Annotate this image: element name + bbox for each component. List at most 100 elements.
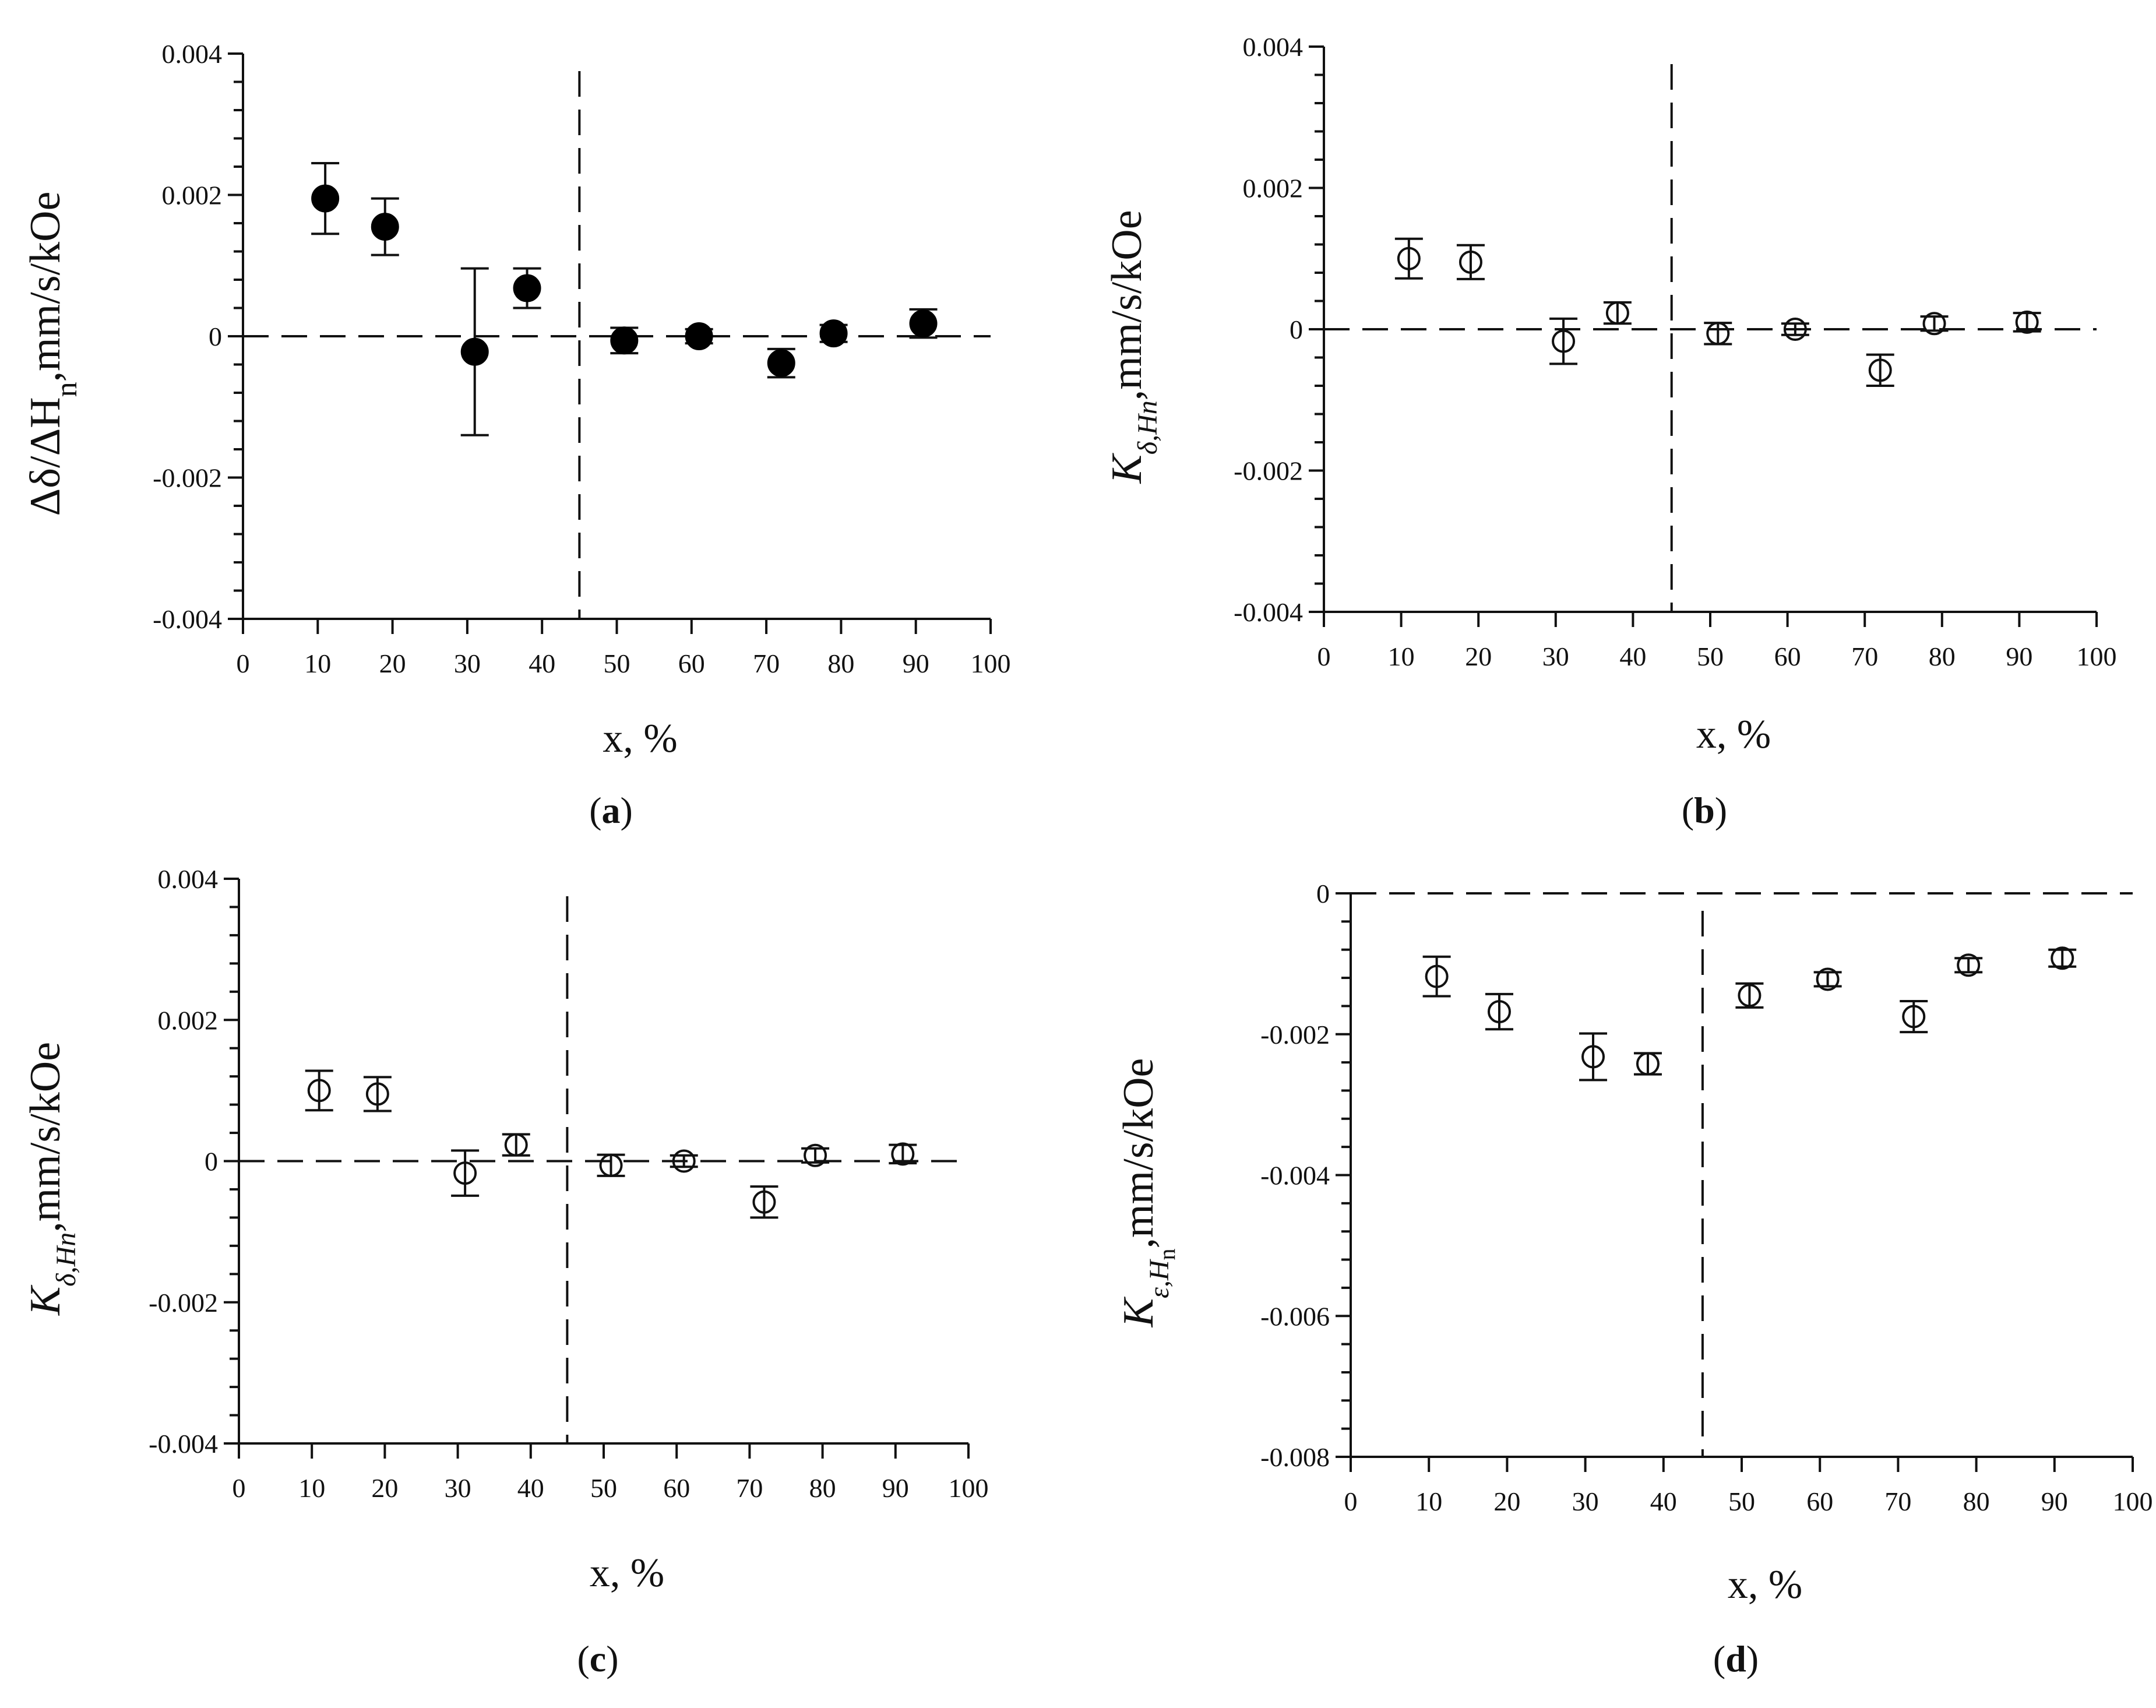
marker-filled bbox=[460, 337, 489, 366]
chart-panel-a: 0.004 0.002 0 -0.002 -0.004 0 10 20 30 40 50 60 70 80… bbox=[22, 39, 1011, 831]
x-tick-label: 30 bbox=[445, 1473, 471, 1503]
marker-open bbox=[1738, 984, 1762, 1008]
data-point-6 bbox=[1813, 967, 1842, 991]
x-tick-label: 20 bbox=[1493, 1487, 1520, 1516]
x-axis-title: x, % bbox=[1696, 712, 1771, 757]
panel-label-letter: d bbox=[1725, 1638, 1746, 1679]
y-tick-label: -0.004 bbox=[149, 1429, 218, 1459]
data-point-1 bbox=[1394, 237, 1423, 280]
marker-open bbox=[752, 1190, 776, 1214]
y-tick-label: 0 bbox=[209, 322, 222, 351]
data-point-4 bbox=[513, 267, 541, 309]
marker-open bbox=[1868, 358, 1892, 382]
y-axis-title: Kε,Hn,mm/s/kOe bbox=[1115, 1058, 1180, 1328]
y-tick-label: 0.002 bbox=[162, 181, 223, 210]
x-tick-label: 100 bbox=[971, 649, 1011, 678]
y-axis-title-main: K bbox=[22, 1284, 69, 1316]
data-point-3 bbox=[451, 1149, 480, 1197]
x-tick-label: 50 bbox=[590, 1473, 617, 1503]
y-tick-label: 0.004 bbox=[162, 39, 223, 69]
marker-filled bbox=[513, 274, 541, 302]
x-tick-label: 40 bbox=[517, 1473, 544, 1503]
chart-panel-c: 0.004 0.002 0 -0.002 -0.004 0 10 20 30 40 50 60 70 80… bbox=[22, 864, 989, 1679]
marker-open bbox=[1636, 1052, 1660, 1076]
y-tick-label: 0.004 bbox=[1243, 32, 1304, 62]
data-point-8 bbox=[1920, 312, 1949, 336]
x-tick-label: 70 bbox=[753, 649, 780, 678]
x-tick-label: 90 bbox=[2006, 642, 2032, 671]
x-tick-label: 60 bbox=[1806, 1487, 1833, 1516]
data-point-9 bbox=[2013, 310, 2041, 334]
x-axis-title: x, % bbox=[603, 716, 677, 761]
x-tick-label: 90 bbox=[2041, 1487, 2068, 1516]
marker-open bbox=[365, 1082, 389, 1106]
data-point-6 bbox=[670, 1149, 698, 1173]
x-tick-label: 80 bbox=[1929, 642, 1956, 671]
chart-panel-b: 0.004 0.002 0 -0.002 -0.004 0 10 20 30 40 50 60 70 80… bbox=[1103, 32, 2117, 831]
x-tick-label: 60 bbox=[663, 1473, 690, 1503]
panel-label-open: ( bbox=[1713, 1638, 1725, 1679]
y-tick-label: -0.002 bbox=[153, 463, 222, 493]
marker-open bbox=[307, 1079, 331, 1103]
x-tick-label: 80 bbox=[827, 649, 854, 678]
data-point-5 bbox=[597, 1153, 625, 1177]
marker-open bbox=[2051, 946, 2074, 970]
marker-open bbox=[1816, 967, 1840, 991]
y-axis-title-sub: ε,H bbox=[1144, 1259, 1175, 1298]
y-axis-title-unit: ,mm/s/kOe bbox=[1115, 1058, 1162, 1249]
data-point-7 bbox=[1866, 353, 1894, 387]
x-tick-label: 30 bbox=[1542, 642, 1569, 671]
data-point-1 bbox=[305, 1069, 333, 1112]
marker-filled bbox=[610, 326, 639, 355]
x-tick-label: 0 bbox=[1317, 642, 1331, 671]
marker-open bbox=[453, 1161, 477, 1185]
y-axis-title: Kδ,Hn,mm/s/kOe bbox=[22, 1042, 82, 1316]
data-point-9 bbox=[909, 308, 938, 339]
panel-label-close: ) bbox=[1715, 790, 1727, 831]
data-point-2 bbox=[1456, 244, 1485, 280]
y-tick-label: 0.002 bbox=[1243, 174, 1304, 203]
y-tick-label: 0.002 bbox=[158, 1005, 219, 1035]
x-tick-label: 0 bbox=[1344, 1487, 1358, 1516]
x-tick-label: 100 bbox=[2113, 1487, 2153, 1516]
marker-open bbox=[891, 1142, 915, 1166]
marker-open bbox=[1581, 1045, 1605, 1069]
y-axis-title: Kδ,Hn,mm/s/kOe bbox=[1103, 210, 1163, 484]
y-axis-title-unit: ,mm/s/kOe bbox=[22, 192, 69, 382]
marker-open bbox=[804, 1143, 827, 1167]
y-axis-title-sub: n bbox=[50, 382, 83, 397]
data-point-2 bbox=[1485, 992, 1513, 1031]
x-tick-label: 70 bbox=[1851, 642, 1878, 671]
marker-open bbox=[1706, 322, 1730, 346]
marker-open bbox=[1397, 246, 1421, 270]
marker-open bbox=[1605, 301, 1629, 325]
marker-filled bbox=[311, 184, 340, 213]
panel-label: (a) bbox=[589, 790, 633, 831]
x-tick-label: 10 bbox=[304, 649, 331, 678]
x-axis-title: x, % bbox=[1728, 1562, 1802, 1607]
x-tick-label: 10 bbox=[298, 1473, 325, 1503]
y-tick-label: -0.008 bbox=[1260, 1442, 1330, 1472]
marker-open bbox=[1783, 318, 1807, 341]
y-tick-label: 0.004 bbox=[158, 864, 219, 894]
y-tick-label: -0.002 bbox=[149, 1288, 218, 1318]
data-point-8 bbox=[801, 1143, 830, 1167]
marker-filled bbox=[819, 319, 848, 348]
marker-filled bbox=[371, 213, 399, 241]
data-point-9 bbox=[2048, 946, 2077, 970]
panel-label-open: ( bbox=[589, 790, 601, 831]
data-point-7 bbox=[1900, 999, 1928, 1034]
panel-label-close: ) bbox=[621, 790, 633, 831]
x-tick-label: 60 bbox=[678, 649, 705, 678]
panel-label: (b) bbox=[1682, 790, 1727, 831]
panel-label-close: ) bbox=[606, 1638, 618, 1679]
marker-open bbox=[1459, 250, 1482, 274]
data-point-4 bbox=[1603, 301, 1632, 325]
data-point-3 bbox=[1579, 1032, 1608, 1082]
y-tick-label: 0 bbox=[205, 1147, 218, 1177]
chart-panel-d: 0 -0.002 -0.004 -0.006 -0.008 0 10 20 30 40 50 60 70… bbox=[1115, 879, 2153, 1679]
y-tick-label: -0.004 bbox=[1260, 1161, 1330, 1191]
data-point-7 bbox=[767, 347, 795, 379]
data-point-8 bbox=[819, 319, 848, 348]
data-point-6 bbox=[685, 322, 713, 350]
